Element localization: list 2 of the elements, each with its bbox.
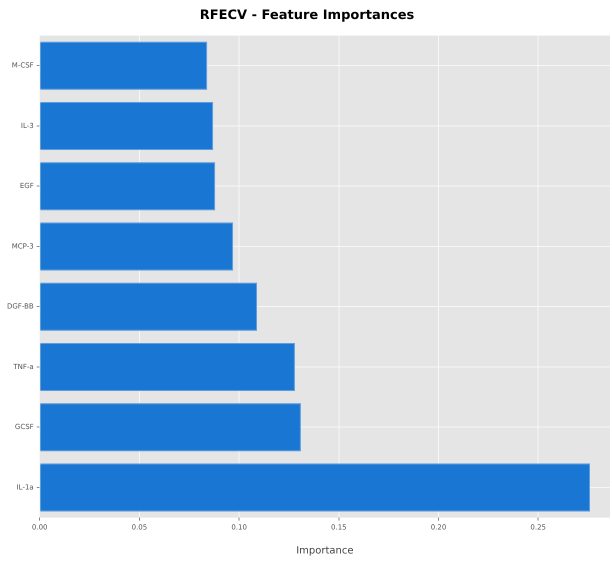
x-axis-title: Importance — [296, 546, 354, 557]
chart-title: RFECV - Feature Importances — [200, 8, 415, 24]
